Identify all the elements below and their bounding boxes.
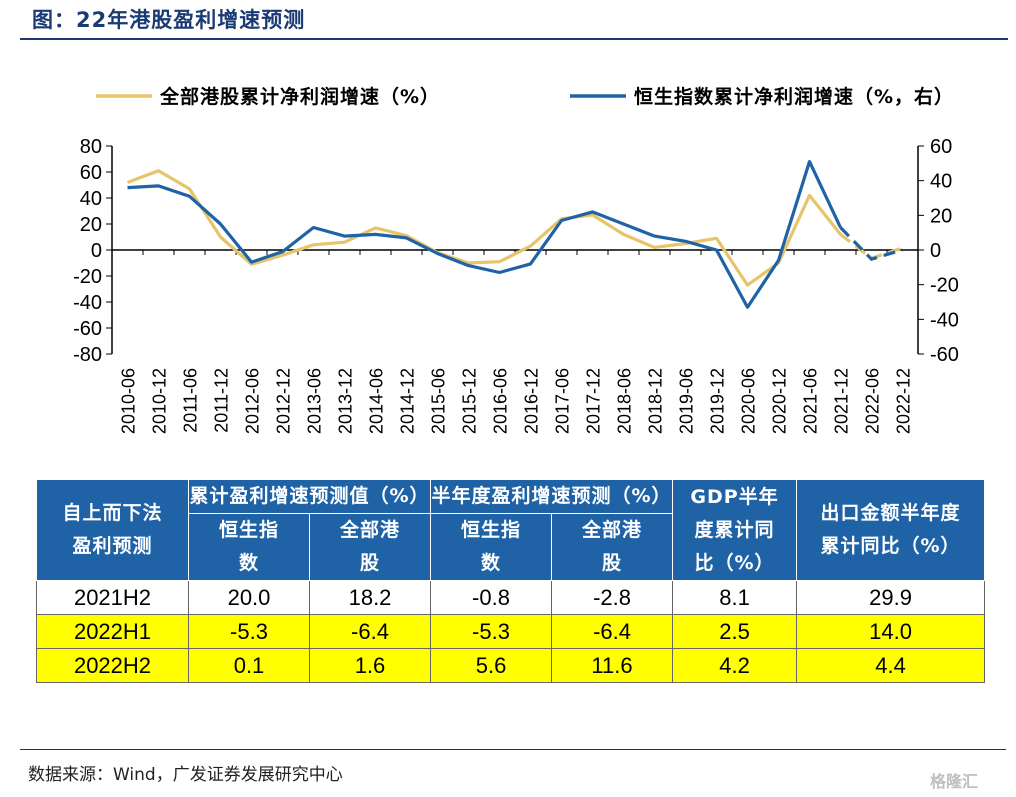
chart-axes: 80 60 40 20 0 -20 -40 -60 -80 60 40 20 0 -20 -40 -60 201…	[73, 136, 959, 434]
table-cell: -6.4	[308, 614, 432, 649]
x-tick-label: 2010-06	[119, 368, 139, 434]
y-right-tick-label: 40	[930, 171, 952, 193]
y-left-tick-label: -40	[73, 292, 102, 314]
table-cell: 2022H2	[36, 648, 189, 683]
source-divider	[20, 749, 1006, 750]
x-tick-label: 2022-12	[894, 368, 914, 434]
header-hsi-2: 恒生指数	[430, 513, 553, 581]
x-tick-label: 2013-12	[336, 368, 356, 434]
table-cell: 2.5	[672, 614, 798, 649]
x-tick-label: 2015-06	[429, 368, 449, 434]
x-tick-label: 2011-06	[181, 368, 201, 433]
table-cell: 0.1	[188, 648, 310, 683]
chart-series	[126, 160, 904, 309]
table-cell: 5.6	[430, 648, 553, 683]
x-tick-label: 2016-12	[522, 368, 542, 434]
header-gdp: GDP半年度累计同比（%）	[672, 479, 798, 581]
header-cumulative-growth: 累计盈利增速预测值（%）	[187, 479, 432, 514]
x-tick-label: 2012-12	[274, 368, 294, 434]
y-left-tick-label: -60	[73, 318, 102, 340]
table-cell: -6.4	[551, 614, 674, 649]
table-cell: 20.0	[188, 580, 310, 615]
x-tick-label: 2010-12	[150, 368, 170, 434]
legend-label-0: 全部港股累计净利润增速（%）	[159, 85, 440, 108]
table-cell: 4.2	[672, 648, 798, 683]
series-line-0	[126, 169, 842, 287]
table-cell: 2022H1	[36, 614, 189, 649]
x-tick-label: 2015-12	[460, 368, 480, 434]
series-forecast-line-1	[839, 226, 903, 262]
x-tick-label: 2020-12	[770, 368, 790, 434]
table-cell: 1.6	[308, 648, 432, 683]
line-chart: 全部港股累计净利润增速（%） 恒生指数累计净利润增速（%，右） 80 60 40 20 0…	[73, 85, 959, 434]
header-export: 出口金额半年度累计同比（%）	[796, 479, 986, 581]
series-line-1	[127, 160, 842, 309]
header-hsi-1: 恒生指数	[188, 513, 310, 581]
y-right-tick-label: 60	[930, 136, 952, 158]
x-tick-label: 2014-06	[367, 368, 387, 434]
x-tick-label: 2014-12	[398, 368, 418, 434]
table-cell: 14.0	[796, 614, 986, 649]
table-cell: 11.6	[551, 648, 674, 683]
x-tick-label: 2021-06	[801, 368, 821, 434]
x-tick-label: 2018-06	[615, 368, 635, 434]
x-tick-label: 2019-06	[677, 368, 697, 434]
table-cell: -2.8	[551, 580, 674, 615]
table-row: 2022H2 0.1 1.6 5.6 11.6 4.2 4.4	[36, 648, 986, 683]
y-left-tick-label: -80	[73, 344, 102, 366]
chart-legend: 全部港股累计净利润增速（%） 恒生指数累计净利润增速（%，右）	[96, 85, 954, 108]
y-left-tick-label: 80	[80, 136, 102, 158]
y-left-tick-label: -20	[73, 266, 102, 288]
table-row: 2021H2 20.0 18.2 -0.8 -2.8 8.1 29.9	[36, 580, 986, 615]
forecast-table: 自上而下法盈利预测 累计盈利增速预测值（%） 半年度盈利增速预测（%） GDP半…	[36, 479, 986, 683]
x-tick-label: 2016-06	[491, 368, 511, 434]
y-right-tick-label: -20	[930, 275, 959, 297]
header-method: 自上而下法盈利预测	[36, 479, 189, 581]
table-row: 2022H1 -5.3 -6.4 -5.3 -6.4 2.5 14.0	[36, 614, 986, 649]
title-divider	[20, 38, 1008, 40]
header-half-year-growth: 半年度盈利增速预测（%）	[430, 479, 674, 514]
x-tick-label: 2011-12	[212, 368, 232, 433]
table-cell: -5.3	[188, 614, 310, 649]
x-tick-label: 2017-12	[584, 368, 604, 434]
x-tick-label: 2020-06	[739, 368, 759, 434]
page-title: 图：22年港股盈利增速预测	[32, 8, 306, 32]
y-left-tick-label: 0	[91, 240, 102, 262]
table-cell: 4.4	[796, 648, 986, 683]
table-cell: 29.9	[796, 580, 986, 615]
x-tick-label: 2021-12	[832, 368, 852, 434]
watermark-logo: 格隆汇	[930, 772, 979, 791]
x-tick-label: 2018-12	[646, 368, 666, 434]
y-right-tick-label: 0	[930, 240, 941, 262]
y-left-tick-label: 60	[80, 162, 102, 184]
x-tick-label: 2013-06	[305, 368, 325, 434]
table-cell: 8.1	[672, 580, 798, 615]
header-all-hk-1: 全部港股	[308, 513, 432, 581]
y-left-tick-label: 40	[80, 188, 102, 210]
header-all-hk-2: 全部港股	[551, 513, 674, 581]
y-right-tick-label: 20	[930, 205, 952, 227]
y-right-tick-label: -60	[930, 344, 959, 366]
series-forecast-line-0	[839, 233, 904, 261]
x-tick-label: 2012-06	[243, 368, 263, 434]
x-tick-label: 2017-06	[553, 368, 573, 434]
table-cell: -5.3	[430, 614, 553, 649]
y-left-tick-label: 20	[80, 214, 102, 236]
source-note: 数据来源：Wind，广发证券发展研究中心	[28, 765, 343, 785]
table-cell: 2021H2	[36, 580, 189, 615]
y-right-tick-label: -40	[930, 309, 959, 331]
x-tick-label: 2022-06	[863, 368, 883, 434]
legend-label-1: 恒生指数累计净利润增速（%，右）	[634, 85, 954, 108]
x-tick-label: 2019-12	[708, 368, 728, 434]
table-cell: 18.2	[308, 580, 432, 615]
table-cell: -0.8	[430, 580, 553, 615]
